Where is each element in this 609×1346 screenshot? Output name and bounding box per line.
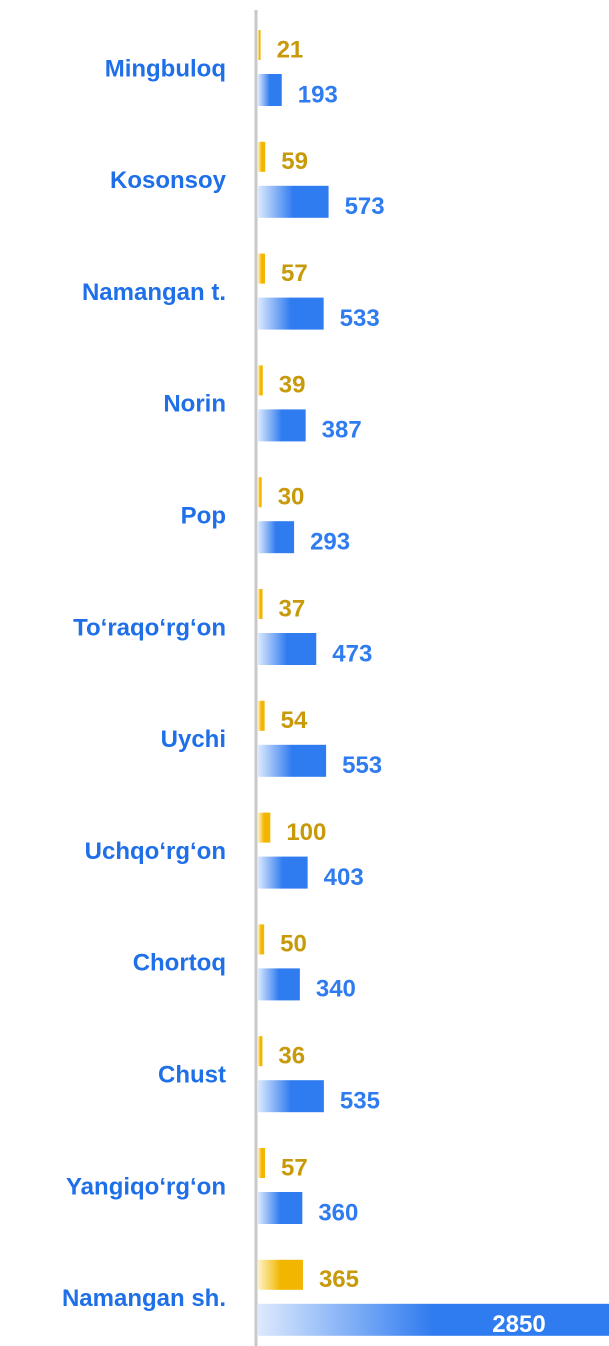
bar [258, 30, 261, 60]
value-label: 533 [340, 305, 380, 332]
category-label: Norin [163, 391, 226, 418]
bar [258, 700, 265, 731]
value-label: 37 [279, 595, 306, 622]
bar [258, 141, 266, 172]
value-label: 340 [316, 976, 356, 1003]
bar [258, 1080, 324, 1113]
bar [258, 409, 306, 442]
value-label: 57 [281, 1154, 308, 1181]
bar [258, 633, 317, 665]
category-label: Uychi [161, 726, 226, 753]
bar [258, 924, 265, 955]
value-label: 39 [279, 372, 306, 399]
bar [258, 253, 266, 284]
bar [258, 185, 329, 218]
category-label: Kosonsoy [110, 167, 227, 194]
bar [258, 1303, 609, 1336]
value-label: 21 [277, 36, 304, 63]
category-label: To‘raqo‘rg‘on [73, 614, 226, 641]
value-label: 535 [340, 1088, 380, 1115]
value-label: 54 [281, 707, 308, 734]
value-label: 573 [345, 193, 385, 220]
bar [258, 1036, 263, 1067]
bar [258, 521, 295, 554]
value-label: 100 [286, 819, 326, 846]
category-label: Namangan t. [82, 279, 226, 306]
value-label: 473 [332, 640, 372, 667]
category-label: Chortoq [133, 950, 226, 977]
bar [258, 1148, 266, 1178]
value-label: 403 [324, 864, 364, 891]
bar [258, 477, 262, 508]
category-label: Uchqo‘rg‘on [85, 838, 226, 865]
category-label: Yangiqo‘rg‘on [66, 1173, 226, 1200]
value-label: 50 [280, 931, 307, 958]
bar [258, 1192, 303, 1224]
bar [258, 744, 327, 777]
bar [258, 1259, 303, 1290]
bar [258, 297, 324, 330]
bar [258, 365, 263, 396]
bar [258, 968, 300, 1001]
value-label: 193 [298, 81, 338, 108]
value-label: 57 [281, 260, 308, 287]
bar [258, 74, 282, 106]
category-label: Chust [158, 1062, 226, 1089]
value-label: 293 [310, 529, 350, 556]
value-label: 365 [319, 1266, 359, 1293]
value-label: 30 [278, 484, 305, 511]
category-label: Namangan sh. [62, 1285, 226, 1312]
bar [258, 812, 271, 843]
category-label: Pop [181, 503, 226, 530]
bar [258, 589, 263, 619]
category-label: Mingbuloq [105, 55, 226, 82]
value-label: 36 [278, 1043, 305, 1070]
value-label: 360 [318, 1199, 358, 1226]
value-label: 59 [281, 148, 308, 175]
bar [258, 856, 308, 889]
value-label: 2850 [492, 1311, 545, 1338]
value-label: 553 [342, 752, 382, 779]
value-label: 387 [322, 417, 362, 444]
